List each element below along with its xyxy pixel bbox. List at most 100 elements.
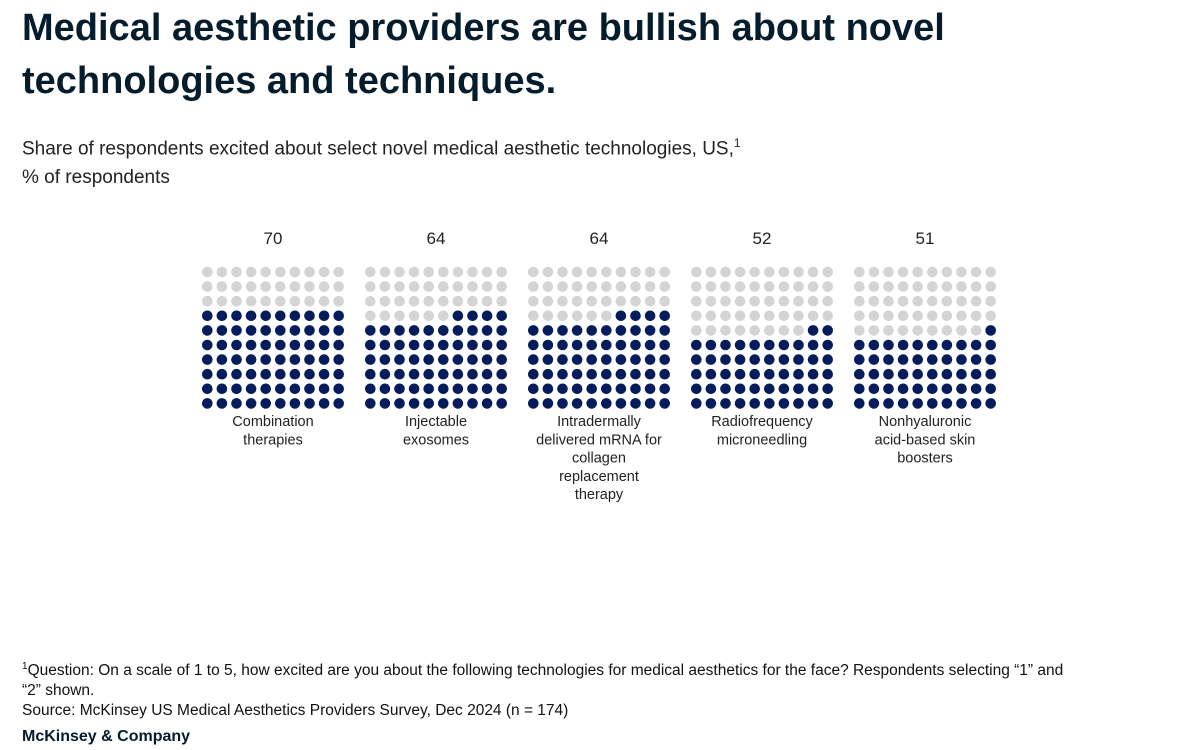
- waffle-dot-empty: [822, 310, 833, 322]
- waffle-dot-filled: [615, 383, 627, 395]
- category-label-line: Injectable: [405, 414, 467, 430]
- waffle-dot-filled: [202, 368, 213, 380]
- waffle-dot-filled: [807, 339, 819, 351]
- footnote: 1Question: On a scale of 1 to 5, how exc…: [22, 657, 1082, 721]
- value-label: 64: [427, 229, 446, 248]
- waffle-dot-empty: [571, 266, 583, 278]
- waffle-dot-filled: [912, 339, 923, 351]
- waffle-dot-filled: [408, 325, 420, 336]
- waffle-dot-filled: [749, 368, 760, 380]
- waffle-dot-filled: [630, 354, 641, 365]
- waffle-dot-filled: [720, 339, 731, 351]
- waffle-dot-filled: [202, 398, 213, 409]
- waffle-dot-filled: [941, 339, 953, 351]
- waffle-dot-empty: [778, 266, 790, 278]
- waffle-dot-filled: [245, 325, 257, 336]
- category-label-line: Nonhyaluronic: [879, 414, 972, 430]
- waffle-dot-empty: [365, 310, 376, 322]
- waffle-group: 52 Radiofrequency microneedling: [691, 229, 833, 448]
- waffle-dot-empty: [481, 281, 493, 292]
- waffle-dot-empty: [644, 295, 656, 307]
- waffle-dot-empty: [496, 281, 508, 292]
- waffle-dot-empty: [868, 295, 880, 307]
- footnote-marker: 1: [22, 661, 28, 672]
- waffle-dot-filled: [956, 368, 967, 380]
- waffle-dot-filled: [956, 383, 967, 395]
- waffle-dot-filled: [778, 383, 790, 395]
- waffle-dot-empty: [408, 266, 420, 278]
- waffle-dot-filled: [912, 354, 923, 365]
- waffle-dot-empty: [970, 310, 982, 322]
- waffle-dot-filled: [452, 354, 464, 365]
- value-label: 51: [916, 229, 935, 248]
- waffle-dot-empty: [260, 295, 272, 307]
- waffle-dot-filled: [542, 383, 554, 395]
- waffle-dot-filled: [365, 383, 376, 395]
- waffle-dot-empty: [912, 266, 923, 278]
- waffle-dot-filled: [897, 383, 909, 395]
- waffle-dot-filled: [275, 325, 286, 336]
- waffle-dot-filled: [822, 354, 833, 365]
- waffle-dot-empty: [496, 266, 508, 278]
- waffle-dot-filled: [394, 383, 405, 395]
- category-label-line: collagen: [572, 451, 626, 467]
- waffle-dot-empty: [275, 281, 286, 292]
- waffle-dot-empty: [778, 281, 790, 292]
- waffle-dot-empty: [883, 266, 894, 278]
- waffle-dot-filled: [749, 398, 760, 409]
- waffle-dot-empty: [927, 281, 938, 292]
- waffle-dot-filled: [897, 354, 909, 365]
- waffle-dot-empty: [970, 281, 982, 292]
- waffle-dot-filled: [734, 339, 746, 351]
- waffle-dot-empty: [481, 295, 493, 307]
- waffle-dot-filled: [659, 310, 670, 322]
- waffle-dot-filled: [423, 325, 435, 336]
- waffle-dot-filled: [601, 325, 612, 336]
- waffle-dot-filled: [615, 354, 627, 365]
- waffle-dot-empty: [720, 310, 731, 322]
- waffle-dot-filled: [245, 354, 257, 365]
- waffle-dot-filled: [216, 368, 228, 380]
- waffle-dot-filled: [822, 339, 833, 351]
- waffle-dot-filled: [231, 325, 242, 336]
- waffle-dot-filled: [970, 368, 982, 380]
- waffle-dot-filled: [438, 398, 449, 409]
- waffle-dot-filled: [868, 339, 880, 351]
- waffle-dot-filled: [912, 383, 923, 395]
- waffle-dot-empty: [318, 266, 330, 278]
- waffle-dot-filled: [202, 339, 213, 351]
- waffle-dot-empty: [571, 310, 583, 322]
- waffle-dot-filled: [289, 310, 301, 322]
- waffle-dot-filled: [778, 339, 790, 351]
- waffle-dot-filled: [615, 398, 627, 409]
- waffle-dot-empty: [423, 266, 435, 278]
- waffle-dot-empty: [586, 266, 597, 278]
- brand-logo-text: McKinsey & Company: [22, 728, 191, 745]
- waffle-dot-filled: [720, 398, 731, 409]
- waffle-dot-filled: [883, 368, 894, 380]
- waffle-dot-empty: [897, 266, 909, 278]
- waffle-dot-filled: [481, 398, 493, 409]
- waffle-dot-filled: [705, 354, 717, 365]
- waffle-dot-filled: [318, 310, 330, 322]
- waffle-dot-filled: [868, 398, 880, 409]
- waffle-dot-filled: [438, 354, 449, 365]
- waffle-dot-filled: [216, 310, 228, 322]
- waffle-dot-filled: [275, 383, 286, 395]
- waffle-dot-filled: [571, 339, 583, 351]
- category-label: Injectable exosomes: [403, 414, 469, 448]
- waffle-dot-filled: [408, 354, 420, 365]
- waffle-dot-filled: [601, 354, 612, 365]
- waffle-dot-empty: [275, 266, 286, 278]
- waffle-dot-empty: [691, 281, 702, 292]
- waffle-dot-filled: [467, 310, 478, 322]
- waffle-dot-filled: [528, 368, 539, 380]
- waffle-dot-filled: [467, 398, 478, 409]
- waffle-dot-filled: [659, 383, 670, 395]
- waffle-dot-empty: [734, 325, 746, 336]
- waffle-dot-empty: [630, 281, 641, 292]
- category-label-line: Intradermally: [557, 414, 642, 430]
- waffle-dot-empty: [778, 295, 790, 307]
- waffle-dot-filled: [202, 325, 213, 336]
- waffle-dot-empty: [793, 325, 804, 336]
